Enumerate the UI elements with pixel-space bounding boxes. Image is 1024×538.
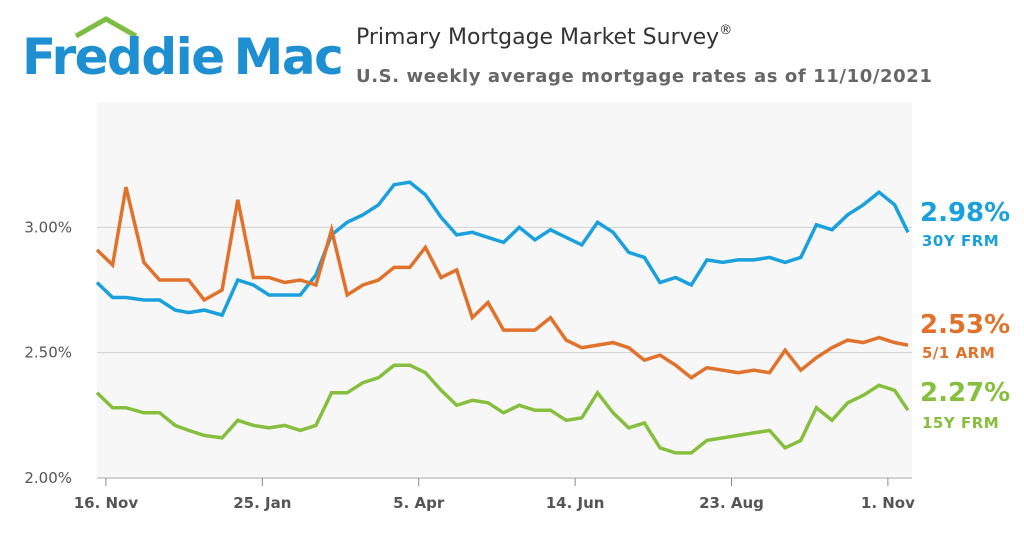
end-value-label: 2.53% — [920, 310, 1010, 340]
registered-mark: ® — [719, 23, 733, 38]
x-tick-label: 14. Jun — [546, 494, 605, 512]
logo-word-freddie: Freddie — [22, 28, 225, 86]
end-value-label: 2.98% — [920, 198, 1010, 228]
x-tick-label: 5. Apr — [393, 494, 445, 512]
series-line-5-1-arm — [95, 186, 909, 380]
house-roof-icon — [74, 16, 138, 38]
y-tick-label: 2.00% — [24, 469, 72, 487]
end-value-label: 2.27% — [920, 378, 1010, 408]
end-series-label: 30Y FRM — [922, 232, 999, 250]
chart-subtitle: U.S. weekly average mortgage rates as of… — [356, 66, 933, 87]
freddie-mac-logo: Freddie Mac — [22, 10, 344, 92]
chart-title: Primary Mortgage Market Survey® — [356, 23, 733, 50]
series-line-30y-frm — [95, 180, 910, 318]
x-tick-label: 16. Nov — [74, 494, 139, 512]
end-series-label: 15Y FRM — [922, 414, 999, 432]
y-tick-label: 2.50% — [24, 344, 72, 362]
x-tick-label: 1. Nov — [861, 494, 915, 512]
y-tick-label: 3.00% — [24, 218, 72, 236]
end-series-label: 5/1 ARM — [922, 344, 995, 362]
logo-word-mac: Mac — [233, 28, 344, 86]
x-tick-label: 25. Jan — [233, 494, 291, 512]
series-line-15y-frm — [95, 363, 910, 455]
logo-wordmark: Freddie Mac — [22, 32, 344, 82]
x-tick-label: 23. Aug — [699, 494, 764, 512]
